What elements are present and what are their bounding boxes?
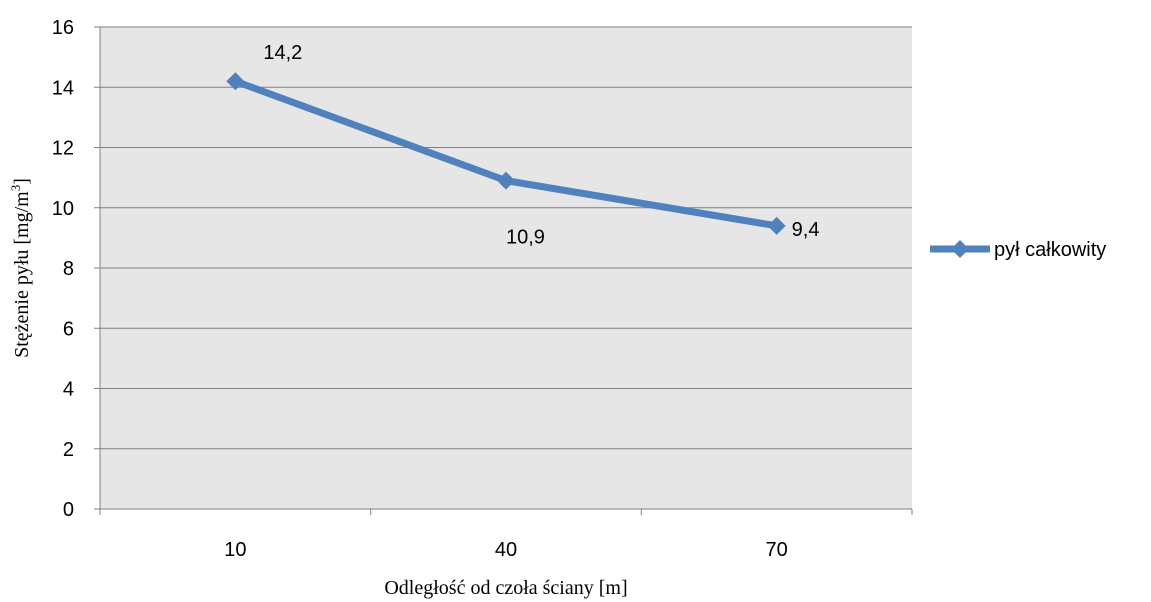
y-tick-label: 2 (63, 439, 74, 461)
x-tick-label: 40 (495, 539, 517, 561)
y-tick-label: 16 (52, 17, 74, 39)
gridlines (100, 26, 912, 450)
data-label: 9,4 (792, 219, 820, 241)
data-label: 14,2 (263, 42, 302, 64)
data-point-marker (767, 216, 786, 235)
data-labels: 14,2 10,9 9,4 (263, 42, 819, 248)
y-axis-title-superscript: 3 (8, 185, 23, 192)
y-axis-ticks: 0 2 4 6 8 10 12 14 16 (52, 17, 100, 521)
y-axis-title: Stężenie pyłu [mg/m3] (8, 178, 33, 358)
y-tick-label: 6 (63, 318, 74, 340)
data-point-marker (497, 171, 515, 190)
legend-marker (951, 240, 969, 258)
data-point-marker (226, 72, 245, 91)
series-group (226, 72, 786, 235)
y-tick-label: 10 (52, 198, 74, 220)
x-tick-label: 10 (224, 539, 246, 561)
x-tick-label: 70 (766, 539, 788, 561)
y-tick-label: 4 (63, 379, 74, 401)
y-tick-label: 8 (63, 258, 74, 280)
y-tick-label: 12 (52, 138, 74, 160)
y-tick-label: 14 (52, 77, 74, 99)
legend: pył całkowity (930, 239, 1106, 261)
x-axis-ticks: 10 40 70 (99, 509, 913, 561)
legend-label: pył całkowity (994, 239, 1106, 261)
data-label: 10,9 (506, 227, 545, 249)
x-axis-title: Odległość od czoła ściany [m] (384, 577, 627, 599)
y-tick-label: 0 (63, 499, 74, 521)
